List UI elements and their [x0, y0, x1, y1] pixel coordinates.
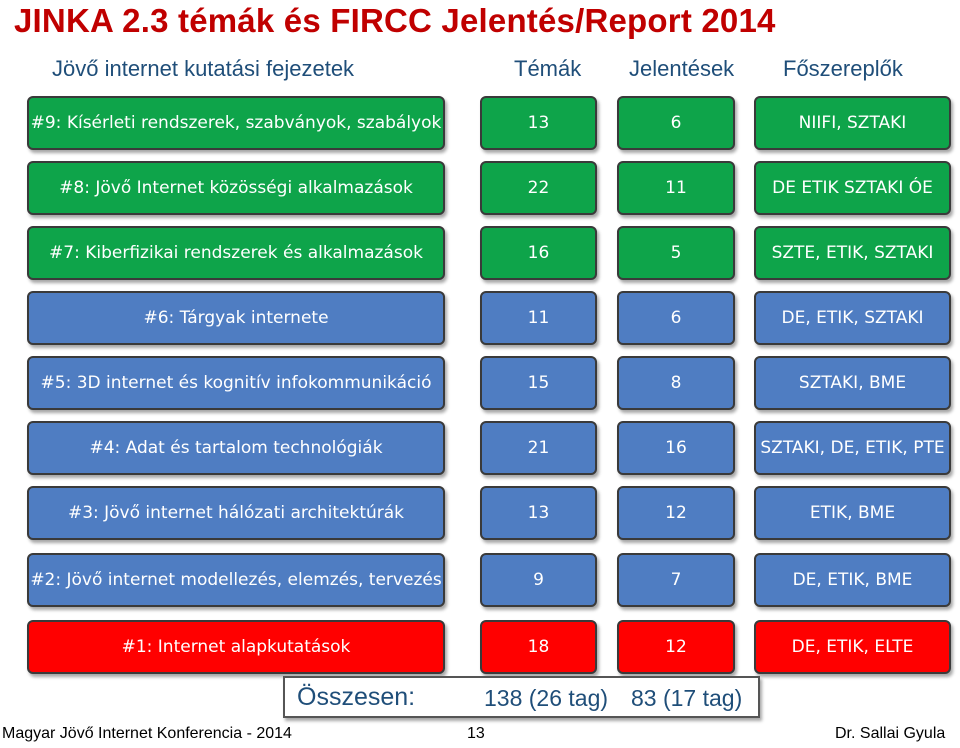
footer-author: Dr. Sallai Gyula: [835, 725, 946, 742]
summary-topics-total: 138 (26 tag): [484, 685, 609, 711]
row-label: #8: Jövő Internet közösségi alkalmazások: [27, 161, 445, 215]
row-reports: 6: [617, 96, 735, 150]
row-topics: 9: [480, 553, 597, 607]
row-label: #3: Jövő internet hálózati architektúrák: [27, 486, 445, 540]
row-actors: DE, ETIK, SZTAKI: [754, 291, 951, 345]
summary-box: Összesen: 138 (26 tag) 83 (17 tag): [283, 676, 760, 718]
row-reports: 8: [617, 356, 735, 410]
row-topics: 18: [480, 620, 597, 674]
row-reports: 16: [617, 421, 735, 475]
row-reports: 12: [617, 620, 735, 674]
slide-title: JINKA 2.3 témák és FIRCC Jelentés/Report…: [14, 2, 776, 39]
row-actors: SZTAKI, BME: [754, 356, 951, 410]
row-topics: 21: [480, 421, 597, 475]
row-topics: 15: [480, 356, 597, 410]
summary-label: Összesen:: [297, 683, 416, 711]
row-label: #4: Adat és tartalom technológiák: [27, 421, 445, 475]
header-topics: Témák: [514, 56, 582, 81]
row-actors: DE, ETIK, ELTE: [754, 620, 951, 674]
row-reports: 6: [617, 291, 735, 345]
header-chapters: Jövő internet kutatási fejezetek: [52, 56, 355, 81]
row-label: #7: Kiberfizikai rendszerek és alkalmazá…: [27, 226, 445, 280]
row-reports: 5: [617, 226, 735, 280]
summary-reports-total: 83 (17 tag): [631, 685, 743, 711]
header-reports: Jelentések: [629, 56, 735, 81]
row-label: #5: 3D internet és kognitív infokommunik…: [27, 356, 445, 410]
row-topics: 16: [480, 226, 597, 280]
row-topics: 13: [480, 96, 597, 150]
row-actors: DE ETIK SZTAKI ÓE: [754, 161, 951, 215]
footer-conference: Magyar Jövő Internet Konferencia - 2014: [2, 725, 292, 742]
row-label: #2: Jövő internet modellezés, elemzés, t…: [27, 553, 445, 607]
row-topics: 22: [480, 161, 597, 215]
row-topics: 13: [480, 486, 597, 540]
row-reports: 7: [617, 553, 735, 607]
row-actors: SZTE, ETIK, SZTAKI: [754, 226, 951, 280]
row-reports: 11: [617, 161, 735, 215]
row-topics: 11: [480, 291, 597, 345]
row-actors: DE, ETIK, BME: [754, 553, 951, 607]
row-actors: NIIFI, SZTAKI: [754, 96, 951, 150]
header-actors: Főszereplők: [783, 56, 903, 81]
row-label: #9: Kísérleti rendszerek, szabványok, sz…: [27, 96, 445, 150]
row-actors: ETIK, BME: [754, 486, 951, 540]
row-actors: SZTAKI, DE, ETIK, PTE: [754, 421, 951, 475]
row-reports: 12: [617, 486, 735, 540]
row-label: #1: Internet alapkutatások: [27, 620, 445, 674]
row-label: #6: Tárgyak internete: [27, 291, 445, 345]
footer-page-number: 13: [467, 725, 485, 742]
